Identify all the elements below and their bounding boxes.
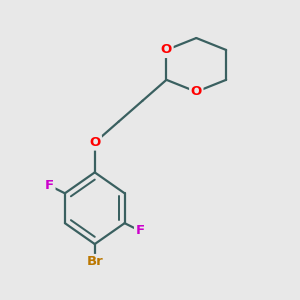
Text: O: O: [89, 136, 100, 149]
Text: Br: Br: [86, 256, 103, 268]
Text: F: F: [136, 224, 145, 237]
Text: F: F: [45, 179, 54, 192]
Text: O: O: [161, 44, 172, 56]
Text: O: O: [191, 85, 202, 98]
